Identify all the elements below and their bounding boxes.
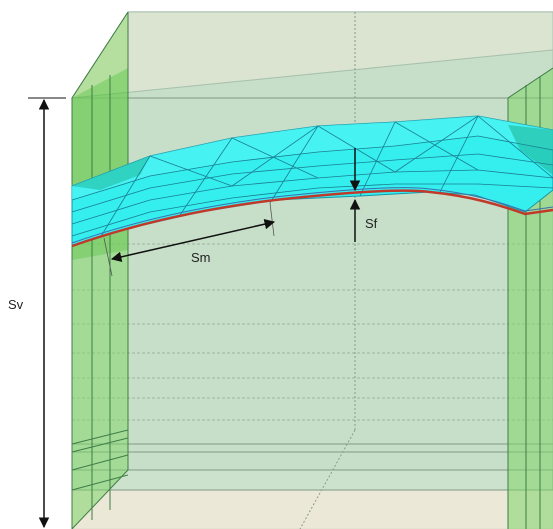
sm-label: Sm [191, 250, 211, 265]
model-box [71, 11, 553, 529]
green-patch-right [508, 125, 553, 175]
sm-arrow [110, 218, 276, 263]
sf-dimension: Sf [349, 148, 378, 242]
box-bottom-face [72, 490, 553, 529]
horizontal-grid [72, 97, 553, 491]
layer-mesh [71, 115, 553, 239]
sv-label: Sv [8, 297, 24, 312]
left-side-panel [71, 11, 129, 529]
sv-dimension: Sv [8, 97, 66, 529]
folded-layer-upper-band [72, 116, 553, 200]
sm-dimension: Sm [103, 202, 276, 277]
sf-label: Sf [365, 216, 378, 231]
folded-layer [71, 115, 553, 248]
green-patch-left [72, 156, 150, 190]
